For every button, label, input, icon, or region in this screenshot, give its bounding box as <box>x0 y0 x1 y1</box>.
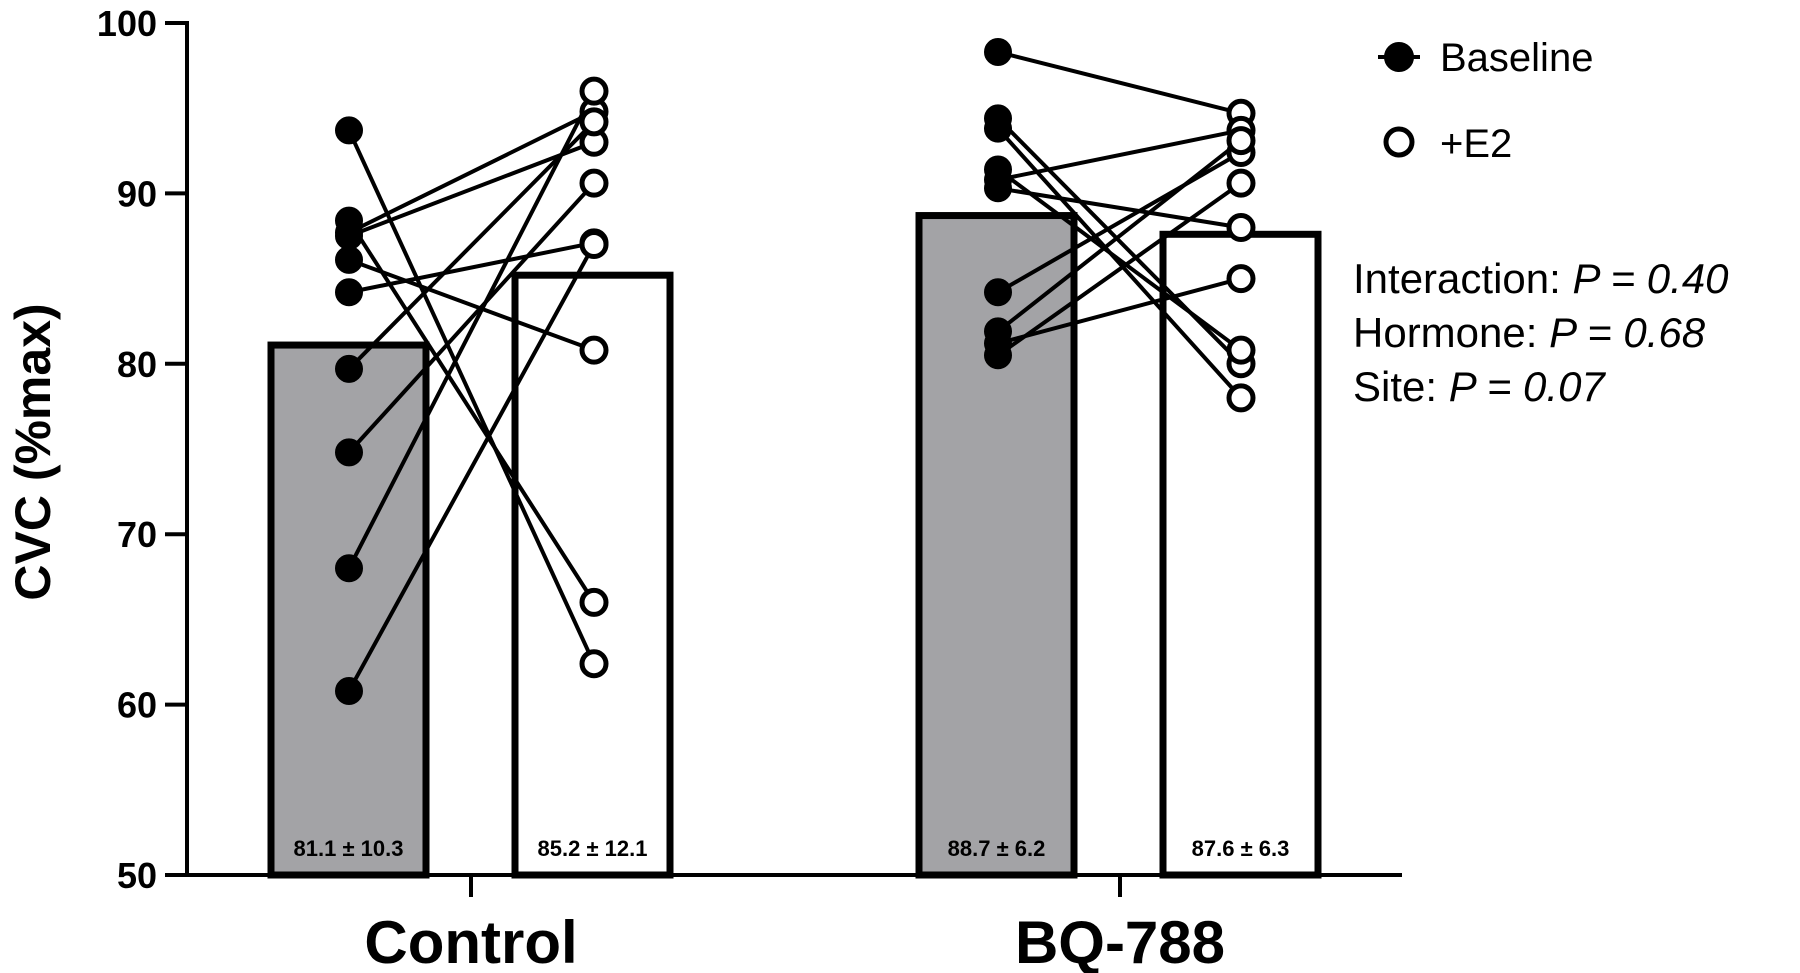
bar-e2-bq-788 <box>1159 230 1322 879</box>
stats-hormone-label: Hormone: <box>1353 309 1549 356</box>
point-baseline <box>984 278 1012 307</box>
bar-baseline-control <box>267 341 430 879</box>
legend: Baseline +E2 <box>1378 36 1593 166</box>
bar-value-label: 87.6 ± 6.3 <box>1192 836 1290 861</box>
paired-line <box>996 167 1243 352</box>
paired-line <box>997 150 1242 294</box>
paired-line <box>348 140 595 238</box>
stats-site-label: Site: <box>1353 363 1449 410</box>
stats-annotation: Interaction: P = 0.40 Hormone: P = 0.68 … <box>1353 255 1729 410</box>
point-baseline <box>335 676 363 705</box>
y-tick-label: 90 <box>117 173 157 214</box>
point-e2 <box>579 587 609 617</box>
paired-line <box>997 186 1242 230</box>
point-e2 <box>1226 168 1256 198</box>
paired-line <box>996 139 1243 333</box>
y-tick-label: 60 <box>117 685 157 726</box>
point-baseline <box>335 278 363 307</box>
stats-hormone: Hormone: P = 0.68 <box>1353 309 1706 356</box>
point-baseline <box>335 245 363 274</box>
point-e2 <box>579 649 609 679</box>
point-e2 <box>579 76 609 106</box>
bar-value-label: 81.1 ± 10.3 <box>294 836 404 861</box>
legend-label-baseline: Baseline <box>1440 36 1593 80</box>
legend-label-e2: +E2 <box>1440 122 1512 166</box>
point-baseline <box>335 116 363 145</box>
bar-baseline-bq-788 <box>915 212 1078 879</box>
y-tick-label: 80 <box>117 344 157 385</box>
paired-line <box>997 128 1242 182</box>
point-e2 <box>1226 126 1256 156</box>
paired-line <box>997 50 1242 116</box>
point-e2 <box>579 230 609 260</box>
y-axis-label: CVC (%max) <box>5 303 61 600</box>
legend-marker-baseline <box>1384 42 1414 72</box>
y-tick-label: 70 <box>117 514 157 555</box>
paired-line <box>996 181 1243 357</box>
bar-value-label: 85.2 ± 12.1 <box>538 836 648 861</box>
paired-line <box>347 120 596 371</box>
stats-interaction: Interaction: P = 0.40 <box>1353 255 1729 302</box>
point-baseline <box>335 554 363 583</box>
stats-interaction-label: Interaction: <box>1353 255 1572 302</box>
point-e2 <box>579 168 609 198</box>
point-baseline <box>984 341 1012 370</box>
point-e2 <box>1226 335 1256 365</box>
point-baseline <box>335 354 363 383</box>
point-e2 <box>579 107 609 137</box>
stats-hormone-p: P = 0.68 <box>1549 309 1706 356</box>
stats-interaction-p: P = 0.40 <box>1572 255 1729 302</box>
paired-line <box>997 276 1242 346</box>
paired-line <box>348 257 595 353</box>
y-tick-label: 100 <box>97 3 157 44</box>
paired-line <box>996 117 1243 366</box>
point-e2 <box>1226 264 1256 294</box>
bar-e2-control <box>511 271 674 879</box>
paired-line <box>347 181 596 454</box>
paired-line <box>348 240 595 295</box>
bar-value-label: 88.7 ± 6.2 <box>948 836 1046 861</box>
paired-line <box>347 90 596 570</box>
paired-line <box>347 243 596 692</box>
y-tick-label: 50 <box>117 855 157 896</box>
legend-marker-e2 <box>1383 126 1415 158</box>
point-e2 <box>1226 212 1256 242</box>
point-baseline <box>335 222 363 250</box>
paired-line <box>348 109 595 235</box>
point-baseline <box>984 37 1012 66</box>
x-category-label: BQ-788 <box>1015 909 1225 973</box>
stats-site: Site: P = 0.07 <box>1353 363 1606 410</box>
point-e2 <box>579 335 609 365</box>
point-baseline <box>984 114 1012 143</box>
point-baseline <box>984 174 1012 203</box>
x-category-label: Control <box>364 909 577 973</box>
stats-site-p: P = 0.07 <box>1449 363 1607 410</box>
point-e2 <box>1226 383 1256 413</box>
point-baseline <box>335 438 363 467</box>
